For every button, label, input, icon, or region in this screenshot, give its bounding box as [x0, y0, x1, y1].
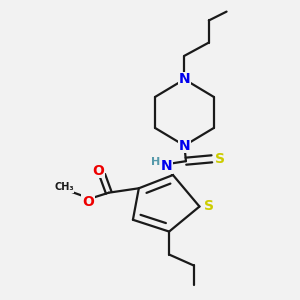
Text: N: N: [178, 72, 190, 86]
Text: S: S: [204, 199, 214, 213]
Text: N: N: [160, 159, 172, 173]
Text: H: H: [151, 157, 160, 167]
Text: CH₃: CH₃: [54, 182, 74, 192]
Text: O: O: [92, 164, 104, 178]
Text: S: S: [215, 152, 225, 166]
Text: N: N: [178, 139, 190, 153]
Text: O: O: [82, 195, 94, 209]
